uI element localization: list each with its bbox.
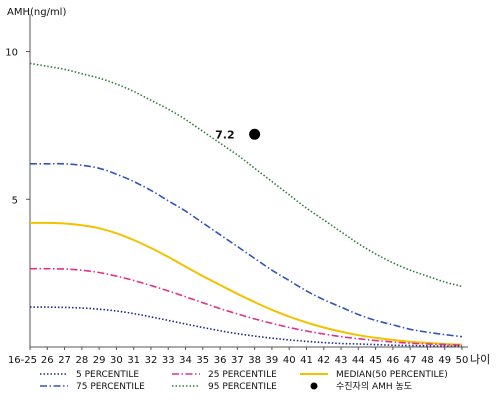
x-tick-label: 40 — [283, 355, 296, 366]
x-tick-label: 42 — [317, 355, 330, 366]
series-lines — [29, 62, 463, 347]
x-tick-label: 47 — [404, 355, 417, 366]
x-tick-label: 39 — [266, 355, 279, 366]
x-tick-label: 27 — [58, 355, 71, 366]
y-tick-label: 5 — [12, 195, 18, 206]
x-tick-label: 48 — [421, 355, 434, 366]
x-tick-label: 30 — [110, 355, 123, 366]
series-line-25-percentile — [29, 267, 463, 346]
x-tick-label: 46 — [387, 355, 400, 366]
series-line-5-percentile — [30, 306, 463, 347]
x-tick-label: 37 — [231, 355, 244, 366]
series-line-median-50-percentile — [29, 221, 463, 346]
x-tick-label: 36 — [214, 355, 227, 366]
patient-amh-point — [249, 128, 261, 140]
x-tick-label: 28 — [75, 355, 88, 366]
legend-label-95-percentile: 95 PERCENTILE — [208, 382, 277, 392]
x-axis-label: 나이 — [470, 353, 490, 366]
data-points: 7.2 — [215, 128, 261, 141]
x-tick-label: 32 — [145, 355, 158, 366]
y-axis: 5 10 — [5, 14, 31, 347]
y-tick-label: 10 — [5, 48, 18, 59]
series-line-95-percentile — [29, 62, 463, 288]
x-tick-label: 43 — [335, 355, 348, 366]
x-tick-label: 31 — [127, 355, 140, 366]
legend-swatch-amh — [310, 382, 318, 390]
x-axis: 16-25 26 27 28 29 30 31 32 33 34 35 36 37 38 39 40 41 42 4… — [8, 346, 490, 366]
legend-label-5-percentile: 5 PERCENTILE — [76, 370, 139, 380]
x-tick-label: 45 — [369, 355, 382, 366]
x-tick-label: 38 — [248, 355, 261, 366]
legend-label-25-percentile: 25 PERCENTILE — [208, 370, 277, 380]
series-line-75-percentile — [30, 162, 463, 338]
legend-label-75-percentile: 75 PERCENTILE — [76, 382, 145, 392]
x-tick-label: 50 — [456, 355, 469, 366]
x-tick-label: 41 — [300, 355, 313, 366]
legend-label-amh: 수진자의 AMH 농도 — [336, 381, 412, 392]
legend-label-median-50-percentile: MEDIAN(50 PERCENTILE) — [336, 370, 448, 380]
x-tick-label: 33 — [162, 355, 175, 366]
x-tick-label: 26 — [41, 355, 54, 366]
x-tick-label: 29 — [93, 355, 106, 366]
x-tick-label: 49 — [438, 355, 451, 366]
x-tick-label: 35 — [196, 355, 209, 366]
legend: 5 PERCENTILE 25 PERCENTILE MEDIAN(50 PERCE… — [40, 370, 448, 392]
y-axis-label: AMH(ng/ml) — [7, 7, 66, 18]
x-tick-label: 16-25 — [8, 355, 37, 366]
x-tick-label: 34 — [179, 355, 192, 366]
x-tick-label: 44 — [352, 355, 365, 366]
patient-amh-value-label: 7.2 — [215, 128, 235, 141]
